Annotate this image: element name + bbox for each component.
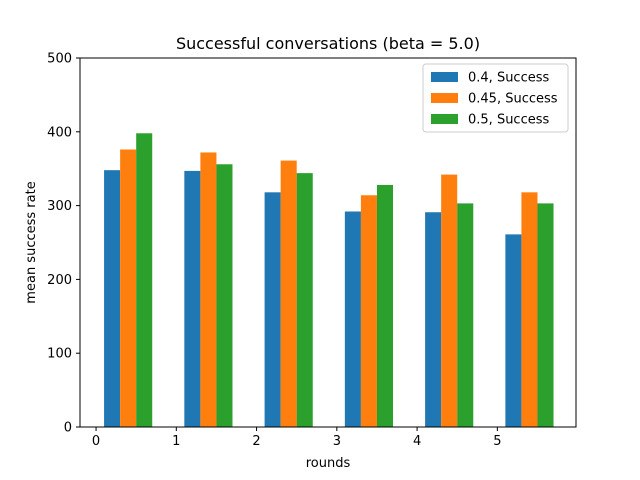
x-axis: 0 1 2 3 4 5 — [92, 427, 501, 449]
chart-title: Successful conversations (beta = 5.0) — [176, 34, 480, 53]
bars-layer — [104, 133, 554, 428]
legend-swatch-1 — [431, 72, 458, 82]
x-tick-label: 5 — [493, 434, 501, 449]
bar-series-3-round-5 — [537, 203, 554, 427]
legend-label-3: 0.5, Success — [468, 113, 549, 128]
legend-label-1: 0.4, Success — [468, 71, 549, 86]
y-axis: 0 100 200 300 400 500 — [47, 52, 80, 436]
plot-frame — [79, 57, 577, 428]
x-tick-label: 4 — [413, 434, 421, 449]
legend: 0.4, Success 0.45, Success 0.5, Success — [422, 63, 569, 133]
legend-swatch-2 — [431, 93, 458, 103]
bar-series-1-round-3 — [344, 211, 361, 427]
bar-series-2-round-3 — [360, 195, 377, 427]
legend-label-2: 0.45, Success — [468, 92, 558, 107]
x-tick-label: 2 — [252, 434, 260, 449]
bar-series-1-round-4 — [425, 212, 442, 427]
legend-swatch-3 — [431, 114, 458, 124]
y-tick-label: 100 — [47, 347, 72, 362]
bar-series-1-round-2 — [264, 192, 281, 427]
bar-series-3-round-2 — [296, 173, 313, 427]
y-tick-label: 300 — [47, 199, 72, 214]
bar-series-2-round-5 — [521, 192, 538, 427]
bar-series-2-round-4 — [441, 174, 458, 427]
bar-series-3-round-0 — [136, 133, 153, 427]
y-axis-label: mean success rate — [24, 181, 39, 303]
legend-box — [422, 63, 569, 133]
bar-series-1-round-5 — [505, 234, 522, 427]
y-tick-label: 400 — [47, 125, 72, 140]
bar-series-2-round-2 — [280, 160, 297, 427]
bar-series-3-round-1 — [216, 164, 233, 427]
y-tick-label: 200 — [47, 273, 72, 288]
bar-series-1-round-1 — [184, 170, 201, 427]
bar-series-3-round-3 — [376, 184, 394, 427]
x-tick-label: 0 — [92, 434, 100, 449]
x-tick-label: 1 — [172, 434, 180, 449]
x-axis-label: rounds — [306, 456, 351, 471]
y-tick-label: 500 — [47, 52, 72, 67]
bar-series-1-round-0 — [104, 170, 121, 427]
bar-series-3-round-4 — [457, 203, 474, 427]
y-tick-label: 0 — [64, 421, 72, 436]
bar-series-2-round-0 — [120, 149, 137, 427]
bar-series-2-round-1 — [200, 152, 217, 428]
x-tick-label: 3 — [333, 434, 341, 449]
